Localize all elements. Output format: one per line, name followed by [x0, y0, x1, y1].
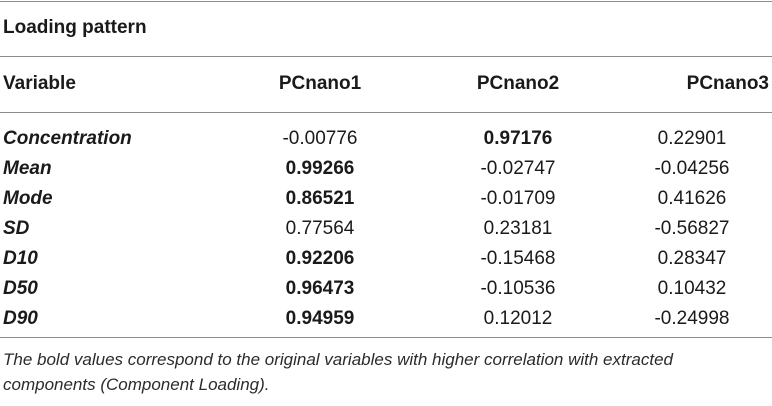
column-header-pcnano1: PCnano1: [278, 73, 362, 94]
table-row: D50 0.96473 -0.10536 0.10432: [0, 274, 772, 304]
loading-value-pcnano1: 0.77564: [285, 218, 355, 239]
column-header-pcnano3: PCnano3: [686, 73, 769, 94]
loading-value-pcnano3: 0.41626: [657, 188, 727, 209]
caption-rule: [0, 56, 772, 57]
loading-value-pcnano3: 0.10432: [657, 278, 727, 299]
loading-value-pcnano2: -0.02747: [480, 158, 556, 179]
column-header-variable: Variable: [3, 73, 76, 94]
loading-value-pcnano1: 0.94959: [285, 308, 355, 329]
loading-value-pcnano1: -0.00776: [282, 128, 358, 149]
loading-value-pcnano2: 0.23181: [483, 218, 553, 239]
variable-name: D10: [3, 248, 38, 269]
table-row: Concentration -0.00776 0.97176 0.22901: [0, 124, 772, 154]
loading-value-pcnano2: 0.97176: [483, 128, 553, 149]
table-row: D90 0.94959 0.12012 -0.24998: [0, 304, 772, 334]
loading-value-pcnano3: 0.28347: [657, 248, 727, 269]
loading-value-pcnano3: -0.56827: [654, 218, 730, 239]
loading-value-pcnano1: 0.86521: [285, 188, 355, 209]
bottom-rule: [0, 337, 772, 338]
table-row: Mode 0.86521 -0.01709 0.41626: [0, 184, 772, 214]
loading-value-pcnano1: 0.96473: [285, 278, 355, 299]
table-row: Mean 0.99266 -0.02747 -0.04256: [0, 154, 772, 184]
header-rule: [0, 112, 772, 113]
top-rule: [0, 1, 772, 2]
table-caption: Loading pattern: [3, 17, 147, 38]
variable-name: SD: [3, 218, 30, 239]
loading-value-pcnano1: 0.99266: [285, 158, 355, 179]
loading-value-pcnano3: -0.04256: [654, 158, 730, 179]
loading-value-pcnano2: 0.12012: [483, 308, 553, 329]
variable-name: D90: [3, 308, 38, 329]
loading-value-pcnano3: -0.24998: [654, 308, 730, 329]
loading-value-pcnano2: -0.10536: [480, 278, 556, 299]
loading-value-pcnano1: 0.92206: [285, 248, 355, 269]
variable-name: D50: [3, 278, 38, 299]
loading-value-pcnano3: 0.22901: [657, 128, 727, 149]
variable-name: Concentration: [3, 128, 132, 149]
table-row: SD 0.77564 0.23181 -0.56827: [0, 214, 772, 244]
column-header-pcnano2: PCnano2: [476, 73, 560, 94]
variable-name: Mean: [3, 158, 52, 179]
loading-value-pcnano2: -0.01709: [480, 188, 556, 209]
loading-value-pcnano2: -0.15468: [480, 248, 556, 269]
variable-name: Mode: [3, 188, 53, 209]
table-row: D10 0.92206 -0.15468 0.28347: [0, 244, 772, 274]
table-body: Concentration -0.00776 0.97176 0.22901 M…: [0, 124, 772, 334]
table-footnote: The bold values correspond to the origin…: [3, 350, 673, 394]
